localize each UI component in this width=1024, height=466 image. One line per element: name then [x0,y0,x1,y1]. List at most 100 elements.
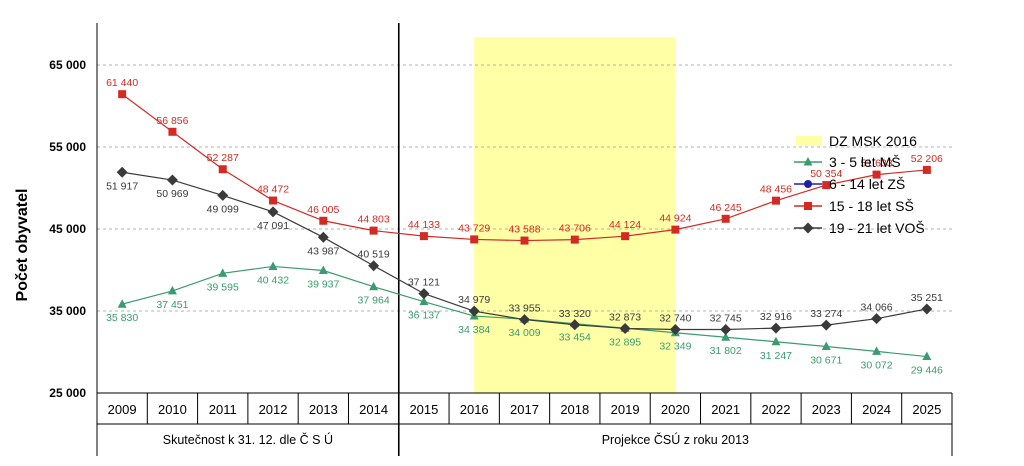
x-tick-label: 2013 [309,402,338,417]
data-label: 46 245 [710,202,742,214]
data-label: 30 671 [810,354,842,366]
data-label: 40 519 [358,249,390,261]
category-group-label: Projekce ČSÚ z roku 2013 [602,432,749,447]
data-label: 32 745 [710,312,742,324]
data-point [721,214,730,223]
data-label: 50 969 [156,188,188,200]
data-point [419,296,429,306]
data-point [922,351,932,361]
data-label: 51 633 [860,158,892,170]
data-point [820,319,832,331]
data-label: 49 099 [207,203,239,215]
data-point [218,165,227,174]
data-label: 40 432 [257,274,289,286]
legend-swatch-highlight [796,136,822,146]
x-tick-label: 2016 [460,402,489,417]
x-tick-label: 2024 [862,402,891,417]
data-label: 50 354 [810,168,842,180]
x-tick-label: 2021 [711,402,740,417]
data-point [267,206,279,218]
data-label: 44 124 [609,219,641,231]
legend-label: 19 - 21 let VOŠ [829,220,925,236]
data-label: 31 802 [710,345,742,357]
data-point [166,174,178,186]
legend-marker [804,202,812,210]
data-point [117,299,127,308]
data-label: 32 916 [760,311,792,323]
data-point [922,165,931,174]
data-label: 56 856 [156,115,188,127]
x-tick-label: 2019 [611,402,640,417]
data-point [470,235,479,244]
data-point [419,232,428,241]
data-label: 32 873 [609,311,641,323]
data-point [570,235,579,244]
data-label: 43 987 [307,245,339,257]
data-label: 33 274 [810,308,842,320]
data-label: 33 454 [559,332,591,344]
y-tick-label: 25 000 [49,386,86,400]
data-label: 32 740 [659,313,691,325]
data-label: 33 320 [559,308,591,320]
data-point [318,265,328,275]
x-tick-label: 2014 [359,402,388,417]
data-point [218,268,228,277]
legend-label: 15 - 18 let SŠ [829,198,914,214]
data-point [822,181,831,190]
legend-label: 3 - 5 let MŠ [829,154,901,170]
data-label: 31 247 [760,350,792,362]
data-label: 51 917 [106,180,138,192]
x-tick-label: 2018 [560,402,589,417]
x-tick-label: 2017 [510,402,539,417]
data-point [721,332,731,341]
data-point [368,260,380,272]
data-point [771,336,781,346]
x-tick-label: 2012 [259,402,288,417]
data-label: 44 924 [659,213,691,225]
data-label: 44 803 [358,214,390,226]
data-point [319,216,328,225]
data-point [167,285,177,295]
y-tick-label: 45 000 [49,222,86,236]
x-tick-label: 2010 [158,402,187,417]
x-tick-label: 2022 [762,402,791,417]
data-point [871,313,883,325]
legend-marker [803,157,813,166]
data-label: 47 091 [257,220,289,232]
data-label: 44 133 [408,219,440,231]
data-point [118,90,127,99]
data-point [217,189,229,201]
data-point [872,346,882,355]
y-tick-label: 55 000 [49,140,86,154]
x-tick-label: 2011 [209,402,237,417]
data-label: 46 005 [307,204,339,216]
data-label: 39 595 [207,281,239,293]
highlight-band [474,37,676,393]
data-point [621,232,630,241]
data-point [821,341,831,350]
data-label: 35 251 [911,292,943,304]
y-tick-label: 65 000 [49,58,86,72]
x-tick-label: 2020 [661,402,690,417]
data-point [168,127,177,136]
data-label: 43 706 [559,223,591,235]
data-point [468,305,480,317]
data-label: 34 979 [458,294,490,306]
category-group-label: Skutečnost k 31. 12. dle Č S Ú [163,432,333,447]
legend-label: DZ MSK 2016 [829,133,917,149]
data-label: 32 895 [609,336,641,348]
data-point [770,322,782,334]
data-point [669,324,681,336]
data-label: 37 964 [358,295,390,307]
data-label: 35 830 [106,312,138,324]
x-tick-label: 2025 [912,402,941,417]
data-label: 36 137 [408,310,440,322]
data-point [569,319,581,331]
x-tick-label: 2009 [108,402,137,417]
y-tick-label: 35 000 [49,304,86,318]
data-point [269,196,278,205]
data-point [418,288,430,300]
data-point [771,196,780,205]
data-point [671,225,680,234]
data-point [872,170,881,179]
